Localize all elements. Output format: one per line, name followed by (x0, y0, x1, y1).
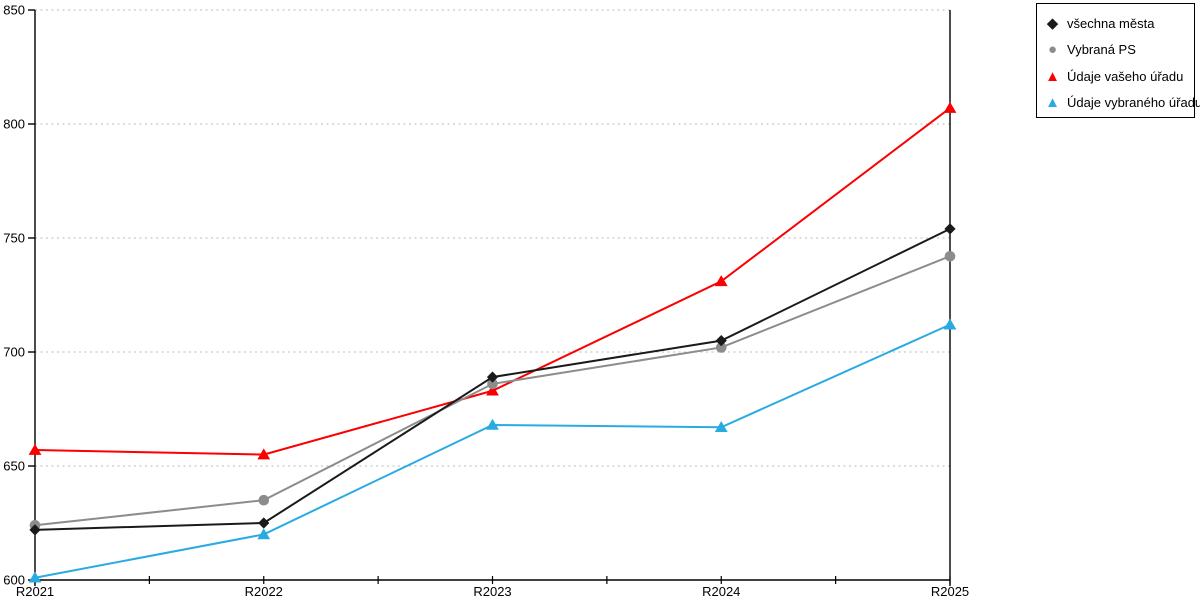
data-point-marker (714, 421, 728, 433)
data-point-marker (486, 418, 499, 430)
data-point-marker (487, 378, 498, 390)
data-point-marker (486, 384, 499, 396)
legend-item-udaje-vaseho-uradu: ▲ Údaje vašeho úřadu (1045, 63, 1190, 90)
y-tick-label: 650 (3, 459, 25, 474)
triangle-marker-icon: ▲ (1045, 94, 1060, 112)
legend-label: všechna města (1067, 15, 1155, 31)
data-point-marker (486, 371, 499, 383)
x-tick-label: R2024 (702, 584, 740, 599)
diamond-marker-icon: ◆ (1046, 14, 1059, 32)
y-tick-label: 850 (3, 3, 25, 18)
data-point-marker (944, 223, 956, 235)
data-point-marker (257, 528, 271, 540)
data-point-marker (28, 443, 42, 455)
data-point-marker (258, 517, 270, 529)
legend: ◆ všechna města ● Vybraná PS ▲ Údaje vaš… (1036, 3, 1200, 118)
triangle-marker-icon: ▲ (1045, 67, 1060, 85)
circle-marker-icon: ● (1047, 41, 1058, 59)
y-tick-label: 700 (3, 345, 25, 360)
data-point-marker (28, 571, 42, 583)
data-point-marker (944, 250, 956, 262)
data-point-marker (258, 494, 270, 506)
x-tick-label: R2022 (245, 584, 283, 599)
x-tick-label: R2025 (931, 584, 969, 599)
x-tick-label: R2023 (473, 584, 511, 599)
data-point-marker (943, 101, 957, 113)
data-point-marker (29, 524, 41, 536)
data-point-marker (714, 275, 728, 287)
legend-item-udaje-vybraneho-uradu: ▲ Údaje vybraného úřadu (1045, 90, 1200, 117)
data-point-marker (715, 342, 727, 353)
data-point-marker (715, 335, 727, 347)
x-tick-label: R2021 (16, 584, 54, 599)
series-line-2 (34, 107, 951, 456)
series-line-3 (34, 323, 951, 579)
legend-item-vybrana-ps: ● Vybraná PS (1045, 37, 1190, 64)
legend-label: Vybraná PS (1067, 42, 1136, 58)
legend-item-vsechna-mesta: ◆ všechna města (1045, 10, 1190, 37)
y-tick-label: 600 (3, 573, 25, 588)
y-tick-label: 750 (3, 231, 25, 246)
legend-label: Údaje vašeho úřadu (1067, 68, 1184, 84)
legend-label: Údaje vybraného úřadu (1067, 95, 1200, 111)
data-point-marker (257, 448, 271, 460)
data-point-marker (943, 318, 957, 330)
y-tick-label: 800 (3, 117, 25, 132)
